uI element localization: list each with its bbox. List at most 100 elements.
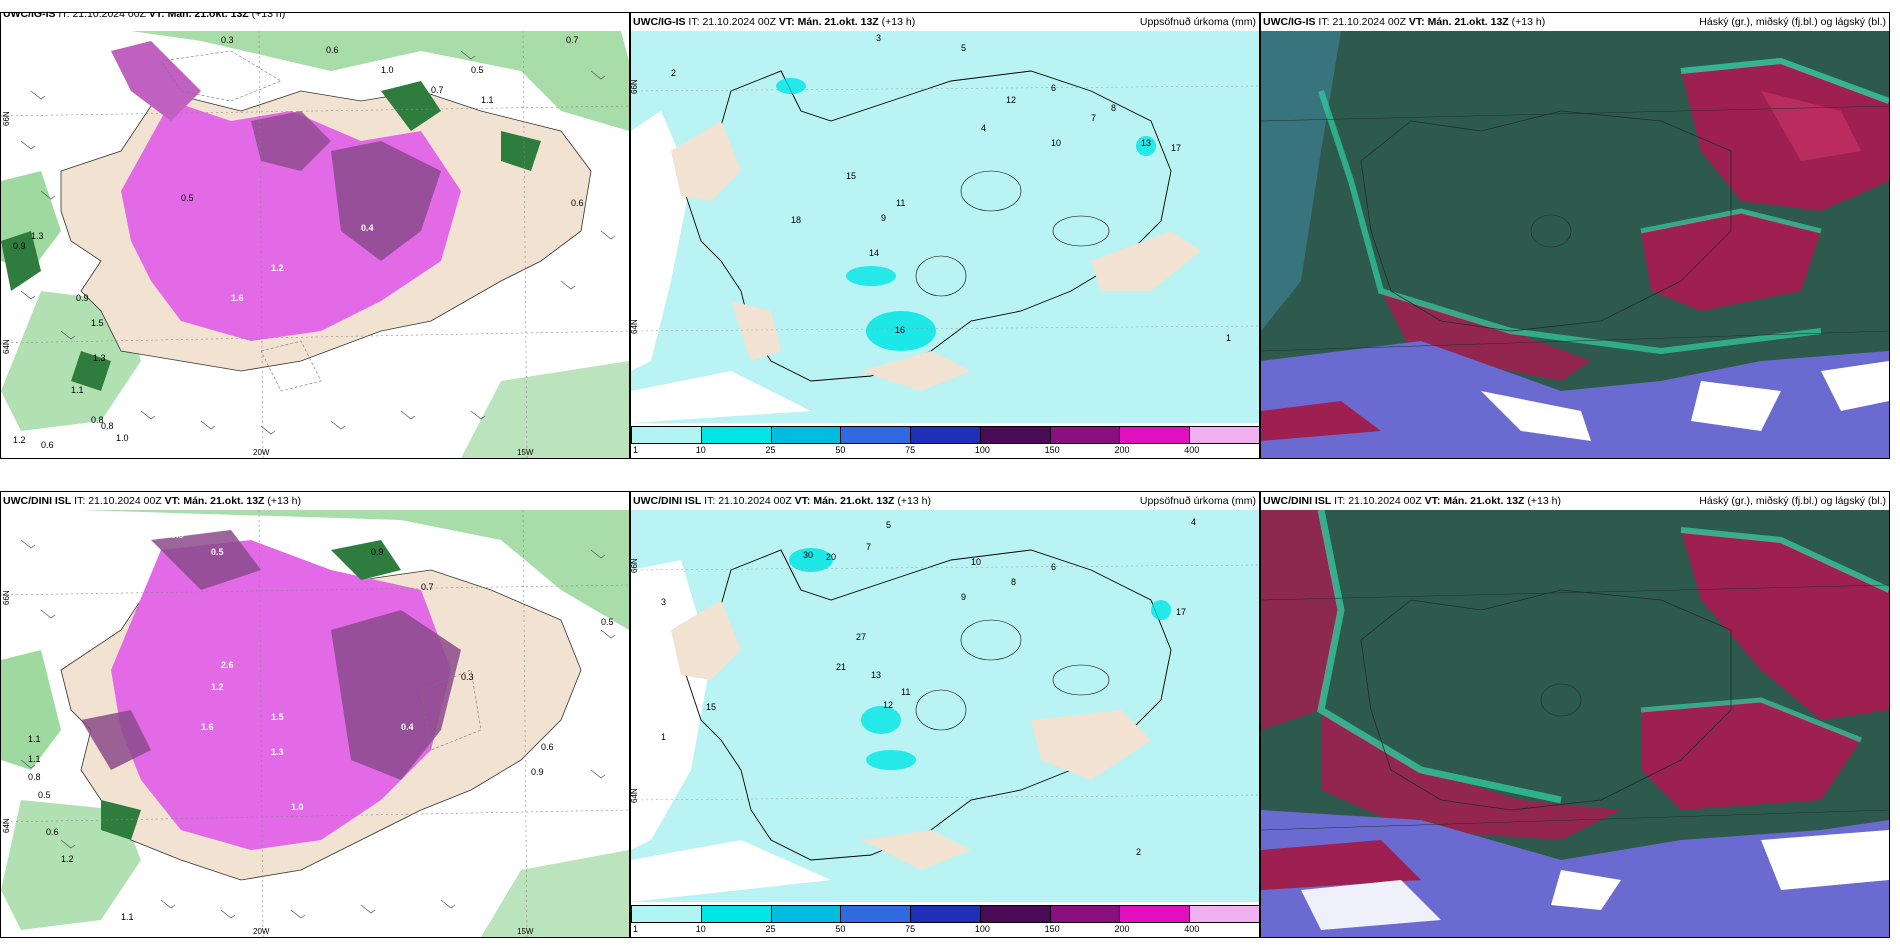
lead-time: (+13 h): [267, 495, 301, 507]
precip-map: 66N 64N 3 5 4 2 6 7 8 10 12 14 16 15 9 1…: [631, 31, 1259, 423]
value-label: 0.5: [181, 193, 194, 203]
value-label: 1.5: [271, 712, 284, 722]
lon-label-20w: 20W: [253, 927, 270, 936]
value-label: 18: [791, 215, 801, 225]
colorbar-swatch: [840, 426, 912, 444]
value-label: 15: [846, 171, 856, 181]
vt-label: VT:: [1424, 495, 1441, 507]
value-label: 1.0: [381, 65, 394, 75]
panel-bottom-left-snow-map: UWC/DINI ISL IT: 21.10.2024 00Z VT: Mán.…: [0, 491, 630, 938]
cloud-cover-map: [1261, 510, 1889, 937]
value-label: 0.5: [601, 617, 614, 627]
panel-header: UWC/IG-IS IT: 21.10.2024 00Z VT: Mán. 21…: [1261, 13, 1889, 31]
value-label: 1.2: [13, 435, 26, 445]
model-name: UWC/IG-IS: [633, 16, 686, 28]
it-value: 21.10.2024 00Z: [718, 495, 792, 507]
value-label: 1.1: [28, 734, 41, 744]
colorbar-label: 50: [835, 445, 846, 455]
map-canvas: [631, 510, 1259, 902]
model-name: UWC/DINI ISL: [1263, 495, 1332, 507]
map-canvas: [1, 31, 629, 458]
model-name: UWC/DINI ISL: [633, 495, 702, 507]
value-label: 0.8: [171, 530, 184, 540]
value-label: 7: [1091, 113, 1096, 123]
value-label: 1.2: [271, 263, 284, 273]
lat-label-66n: 66N: [2, 111, 11, 126]
value-label: 0.9: [76, 293, 89, 303]
value-label: 1.6: [201, 722, 214, 732]
colorbar-label: 25: [765, 924, 776, 934]
value-label: 15: [706, 702, 716, 712]
colorbar-label: 1: [633, 924, 639, 934]
colorbar-label: 200: [1114, 445, 1130, 455]
panel-top-middle-precip-map: UWC/IG-IS IT: 21.10.2024 00Z VT: Mán. 21…: [630, 12, 1260, 459]
panel-header: UWC/DINI ISL IT: 21.10.2024 00Z VT: Mán.…: [1, 492, 629, 510]
colorbar-label: 400: [1184, 445, 1200, 455]
colorbar-swatch: [631, 905, 702, 923]
value-label: 1.3: [93, 353, 106, 363]
value-label: 27: [856, 632, 866, 642]
precip-colorbar: 1 10 25 50 75 100 150 200 400: [631, 903, 1259, 937]
colorbar-label: 50: [835, 924, 846, 934]
vt-value: Mán. 21.okt. 13Z: [797, 16, 879, 28]
colorbar-swatch: [700, 426, 772, 444]
vt-label: VT:: [164, 495, 181, 507]
value-label: 0.3: [221, 35, 234, 45]
lat-label-66n: 66N: [2, 590, 11, 605]
value-label: 10: [1051, 138, 1061, 148]
value-label: 10: [971, 557, 981, 567]
vt-label: VT:: [148, 12, 165, 20]
value-label: 0.5: [38, 790, 51, 800]
field-name: Uppsöfnuð úrkoma (mm): [1139, 16, 1256, 28]
value-label: 30: [803, 550, 813, 560]
map-canvas: [631, 31, 1259, 423]
lon-label-15w: 15W: [517, 448, 534, 457]
it-value: 21.10.2024 00Z: [72, 12, 146, 20]
value-label: 6: [1051, 83, 1056, 93]
lat-label-64n: 64N: [631, 788, 639, 803]
value-label: 17: [1176, 607, 1186, 617]
value-label: 13: [1141, 138, 1151, 148]
colorbar-label: 150: [1044, 924, 1060, 934]
colorbar-label: 200: [1114, 924, 1130, 934]
value-label: 4: [1191, 517, 1196, 527]
lat-label-64n: 64N: [2, 818, 11, 833]
map-canvas: [1261, 31, 1889, 458]
value-label: 13: [871, 670, 881, 680]
colorbar-label: 75: [905, 445, 916, 455]
panel-bottom-right-cloud-map: UWC/DINI ISL IT: 21.10.2024 00Z VT: Mán.…: [1260, 491, 1890, 938]
snow-depth-map: 66N 64N 20W 15W 0.8 0.5 1.2 0.9 0.7 1.1 …: [1, 510, 629, 937]
colorbar-swatch: [631, 426, 702, 444]
value-label: 1.1: [121, 912, 134, 922]
field-name: Háský (gr.), miðský (fj.bl.) og lágský (…: [1699, 495, 1886, 507]
vt-label: VT:: [794, 495, 811, 507]
vt-value: Mán. 21.okt. 13Z: [1427, 16, 1509, 28]
value-label: 0.9: [13, 241, 26, 251]
value-label: 5: [886, 520, 891, 530]
value-label: 0.9: [531, 767, 544, 777]
map-canvas: [1261, 510, 1889, 937]
colorbar-swatch: [1049, 905, 1121, 923]
value-label: 2: [671, 68, 676, 78]
value-label: 1: [1226, 333, 1231, 343]
value-label: 0.7: [421, 582, 434, 592]
value-label: 0.3: [461, 672, 474, 682]
colorbar-label: 100: [974, 924, 990, 934]
model-name: UWC/IG-IS: [3, 12, 56, 20]
value-label: 1: [661, 732, 666, 742]
lon-label-15w: 15W: [517, 927, 534, 936]
colorbar-swatch: [910, 905, 981, 923]
lead-time: (+13 h): [251, 12, 286, 20]
it-label: IT:: [58, 12, 70, 20]
value-label: 1.1: [71, 385, 84, 395]
value-label: 14: [869, 248, 879, 258]
value-label: 0.8: [101, 421, 114, 431]
value-label: 9: [881, 213, 886, 223]
lat-label-66n: 66N: [631, 79, 639, 94]
lat-label-64n: 64N: [631, 319, 639, 334]
colorbar-swatch: [1189, 905, 1259, 923]
value-label: 8: [1011, 577, 1016, 587]
colorbar-swatch: [770, 426, 842, 444]
colorbar-swatch: [979, 426, 1051, 444]
value-label: 1.3: [271, 747, 284, 757]
